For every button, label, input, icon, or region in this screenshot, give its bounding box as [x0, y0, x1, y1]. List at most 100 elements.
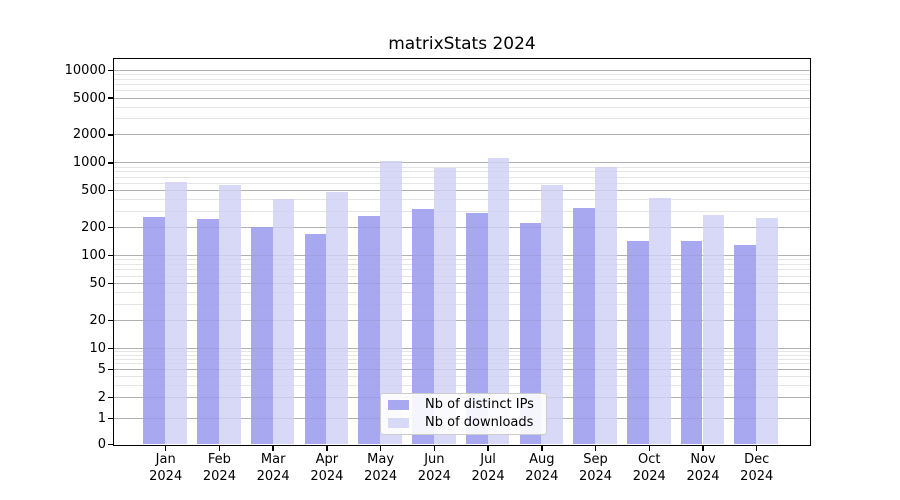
major-gridline: [113, 368, 810, 370]
x-tick-mark: [702, 446, 704, 451]
x-tick-label: Sep 2024: [578, 452, 613, 484]
x-tick-label: Oct 2024: [632, 452, 666, 484]
legend-swatch-distinct-ips: [388, 399, 409, 410]
bar-downloads-jan: [165, 182, 187, 444]
minor-gridline: [113, 275, 810, 277]
bar-distinct-ips-jan: [143, 216, 166, 444]
minor-gridline: [113, 182, 810, 184]
legend-item-downloads: Nb of downloads: [388, 415, 546, 430]
bar-downloads-aug: [541, 184, 564, 444]
bar-distinct-ips-apr: [304, 233, 327, 444]
major-gridline: [113, 97, 810, 99]
y-tick-label: 1000: [72, 155, 106, 171]
bar-distinct-ips-jun: [412, 209, 434, 444]
minor-gridline: [113, 269, 810, 271]
y-tick-label: 2: [97, 389, 106, 405]
x-tick-label: Jun 2024: [417, 452, 451, 484]
x-tick-mark: [756, 446, 758, 451]
y-tick-mark: [107, 134, 113, 136]
x-tick-mark: [165, 446, 167, 451]
minor-gridline-overlay: [113, 166, 810, 168]
minor-gridline-overlay: [113, 303, 810, 305]
major-gridline-overlay: [113, 347, 810, 349]
y-tick-mark: [107, 69, 113, 71]
minor-gridline-overlay: [113, 375, 810, 377]
x-tick-label: Dec 2024: [740, 452, 774, 484]
y-tick-label: 2000: [72, 127, 106, 143]
legend: Nb of distinct IPs Nb of downloads: [380, 392, 547, 435]
y-tick-mark: [107, 97, 113, 99]
minor-gridline-overlay: [113, 199, 810, 201]
minor-gridline: [113, 176, 810, 178]
x-tick-label: Nov 2024: [686, 452, 720, 484]
minor-gridline: [113, 291, 810, 293]
bar-downloads-dec: [756, 217, 779, 444]
minor-gridline-overlay: [113, 269, 810, 271]
minor-gridline-overlay: [113, 264, 810, 266]
major-gridline: [113, 162, 810, 164]
major-gridline: [113, 347, 810, 349]
minor-gridline: [113, 354, 810, 356]
minor-gridline: [113, 259, 810, 261]
bar-distinct-ips-feb: [197, 218, 219, 444]
x-tick-mark: [541, 446, 543, 451]
bar-downloads-nov: [702, 215, 725, 444]
minor-gridline: [113, 210, 810, 212]
minor-gridline-overlay: [113, 358, 810, 360]
y-tick-label: 200: [81, 220, 106, 236]
major-gridline-overlay: [113, 283, 810, 284]
bar-distinct-ips-nov: [680, 240, 703, 444]
major-gridline-overlay: [113, 134, 810, 136]
bar-downloads-feb: [218, 185, 241, 444]
y-tick-mark: [107, 368, 113, 371]
minor-gridline-overlay: [113, 90, 810, 92]
y-tick-mark: [107, 254, 113, 257]
x-tick-mark: [272, 446, 274, 451]
minor-gridline: [113, 106, 810, 108]
bar-downloads-oct: [648, 198, 671, 444]
x-tick-mark: [218, 446, 221, 451]
bar-downloads-apr: [326, 191, 349, 444]
minor-gridline-overlay: [113, 176, 810, 178]
major-gridline: [113, 319, 810, 321]
minor-gridline-overlay: [113, 384, 810, 386]
x-tick-label: Mar 2024: [256, 452, 290, 484]
minor-gridline: [113, 73, 810, 75]
minor-gridline-overlay: [113, 210, 810, 212]
major-gridline-overlay: [113, 255, 810, 257]
major-gridline: [113, 134, 810, 136]
minor-gridline-overlay: [113, 73, 810, 75]
minor-gridline: [113, 118, 810, 120]
minor-gridline-overlay: [113, 118, 810, 120]
x-tick-mark: [326, 446, 328, 451]
y-tick-label: 500: [81, 183, 106, 199]
minor-gridline: [113, 351, 810, 352]
major-gridline-overlay: [113, 319, 810, 321]
minor-gridline-overlay: [113, 259, 810, 261]
x-tick-mark: [648, 446, 650, 451]
plot-inner: [113, 59, 810, 445]
minor-gridline-overlay: [113, 351, 810, 352]
x-tick-mark: [594, 446, 597, 451]
plot-area: [112, 58, 811, 446]
chart-title: matrixStats 2024: [388, 34, 536, 54]
minor-gridline: [113, 166, 810, 168]
y-tick-label: 10000: [64, 62, 106, 78]
y-tick-label: 50: [89, 276, 106, 291]
minor-gridline-overlay: [113, 363, 810, 365]
y-tick-mark: [107, 443, 113, 446]
minor-gridline: [113, 358, 810, 360]
legend-label-downloads: Nb of downloads: [425, 415, 534, 430]
bar-downloads-may: [380, 160, 402, 444]
y-tick-mark: [107, 190, 113, 192]
minor-gridline-overlay: [113, 84, 810, 86]
major-gridline: [113, 227, 810, 229]
x-tick-label: Jul 2024: [471, 452, 505, 484]
major-gridline-overlay: [113, 368, 810, 370]
minor-gridline: [113, 84, 810, 86]
major-gridline: [113, 69, 810, 71]
y-tick-label: 20: [89, 312, 106, 328]
minor-gridline: [113, 375, 810, 377]
x-tick-mark: [433, 446, 436, 451]
y-tick-label: 1: [97, 411, 106, 426]
